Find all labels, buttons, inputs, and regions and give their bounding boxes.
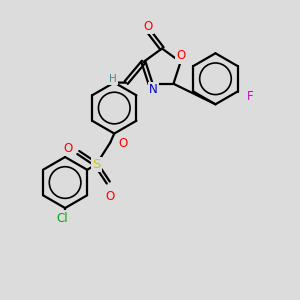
Text: N: N [149,83,158,96]
Text: O: O [63,142,72,155]
Text: O: O [118,137,128,150]
Text: H: H [109,74,117,84]
Text: F: F [247,90,254,103]
Text: S: S [92,158,100,171]
Text: O: O [143,20,153,33]
Text: Cl: Cl [56,212,68,224]
Text: O: O [106,190,115,202]
Text: O: O [176,50,185,62]
